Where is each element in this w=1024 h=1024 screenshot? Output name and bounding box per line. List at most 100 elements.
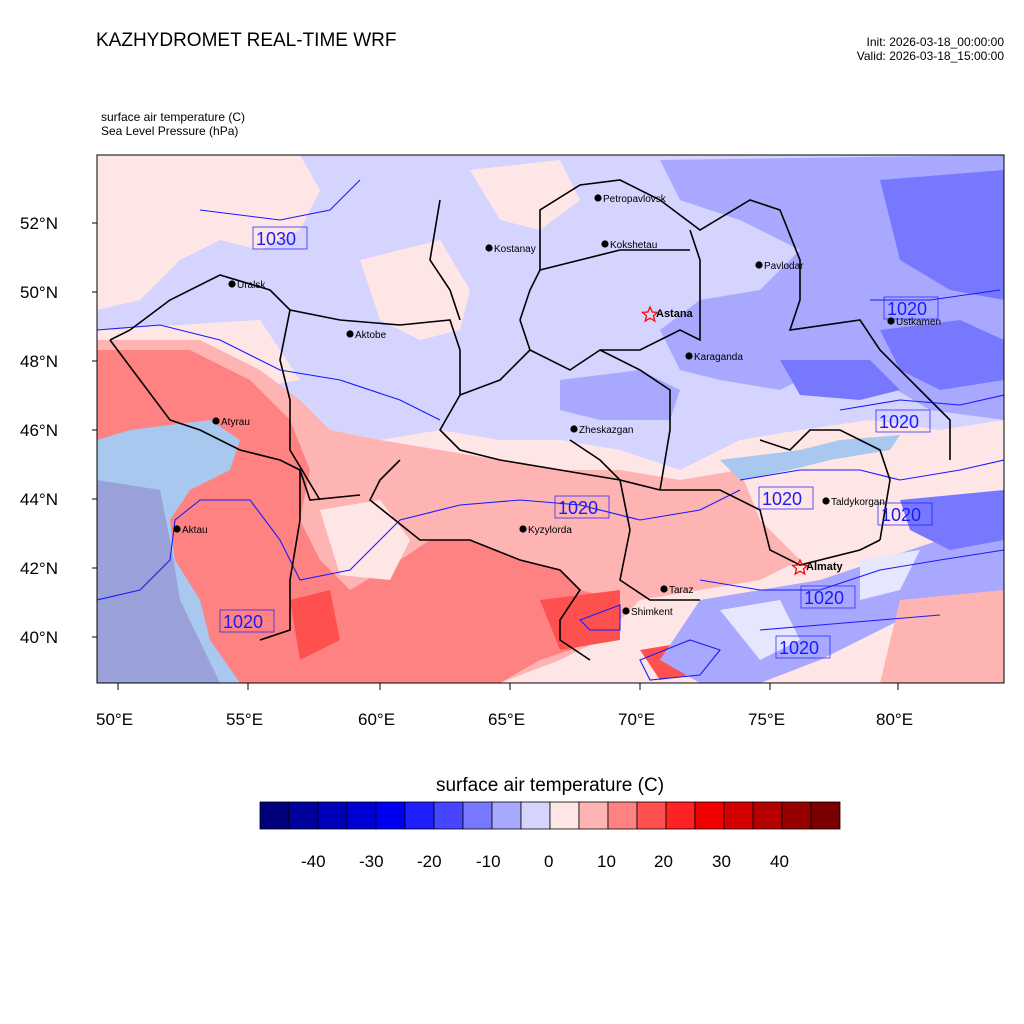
colorbar-title: surface air temperature (C) <box>435 775 665 796</box>
city-label: Aktau <box>182 525 208 536</box>
capital-marker: Almaty <box>790 558 844 576</box>
colorbar-swatch <box>665 801 696 830</box>
city-marker: Kostanay <box>485 244 536 255</box>
isobars <box>97 179 1004 681</box>
isobar-label: 1020 <box>558 498 598 518</box>
city-marker: Petropavlovsk <box>594 194 667 205</box>
lat-label: 44°N <box>20 490 58 509</box>
colorbar-swatch <box>259 801 290 830</box>
colorbar-swatch <box>491 801 522 830</box>
city-label: Petropavlovsk <box>603 194 667 205</box>
city-label: Atyrau <box>221 417 250 428</box>
colorbar-swatch <box>578 801 609 830</box>
field-label-temperature: surface air temperature (C) <box>101 110 246 124</box>
colorbar-swatch <box>404 801 435 830</box>
colorbar-swatches <box>259 801 841 830</box>
isobar-label: 1020 <box>762 489 802 509</box>
lon-label: 60°E <box>358 710 395 729</box>
colorbar-swatch <box>346 801 377 830</box>
latitude-labels: 52°N 50°N 48°N 46°N 44°N 42°N 40°N <box>20 214 58 647</box>
map-frame <box>92 154 1005 690</box>
city-marker: Pavlodar <box>755 261 804 272</box>
time-info: Init: 2026-03-18_00:00:00 Valid: 2026-03… <box>857 35 1004 63</box>
city-label: Taraz <box>669 585 693 596</box>
colorbar-tick: 10 <box>597 852 616 871</box>
colorbar-swatch <box>433 801 464 830</box>
colorbar-tick: 20 <box>654 852 673 871</box>
cities: Petropavlovsk Kostanay Kokshetau Uralsk … <box>173 194 941 618</box>
field-label-pressure: Sea Level Pressure (hPa) <box>101 124 239 138</box>
city-label: Kokshetau <box>610 240 657 251</box>
isobar-label: 1020 <box>779 638 819 658</box>
init-time: Init: 2026-03-18_00:00:00 <box>866 35 1004 49</box>
city-label: Astana <box>656 308 694 320</box>
colorbar-swatch <box>288 801 319 830</box>
colorbar-swatch <box>723 801 754 830</box>
colorbar-tick: 30 <box>712 852 731 871</box>
lat-label: 46°N <box>20 421 58 440</box>
city-label: Aktobe <box>355 330 387 341</box>
city-marker: Shimkent <box>622 607 673 618</box>
city-label: Pavlodar <box>764 261 804 272</box>
colorbar: -40 -30 -20 -10 0 10 20 30 40 <box>259 801 841 871</box>
city-label: Uralsk <box>237 280 266 291</box>
colorbar-tick: 0 <box>544 852 553 871</box>
city-label: Ustkamen <box>896 317 941 328</box>
lon-label: 80°E <box>876 710 913 729</box>
lat-label: 40°N <box>20 628 58 647</box>
city-label: Shimkent <box>631 607 673 618</box>
city-label: Taldykorgan <box>831 497 885 508</box>
city-marker: Aktobe <box>346 330 387 341</box>
isobar-labels: 1030 1020 1020 1020 1020 1020 1020 1020 … <box>219 226 939 659</box>
colorbar-tick: -10 <box>476 852 501 871</box>
city-marker: Zheskazgan <box>570 425 633 436</box>
city-marker: Taldykorgan <box>822 497 885 508</box>
isobar-label: 1030 <box>256 229 296 249</box>
colorbar-swatch <box>694 801 725 830</box>
isobar-label: 1020 <box>879 412 919 432</box>
longitude-labels: 50°E 55°E 60°E 65°E 70°E 75°E 80°E <box>96 710 913 729</box>
city-marker: Aktau <box>173 525 208 536</box>
city-label: Karaganda <box>694 352 743 363</box>
colorbar-swatch <box>636 801 667 830</box>
isobar-label: 1020 <box>804 588 844 608</box>
lon-label: 55°E <box>226 710 263 729</box>
colorbar-swatch <box>317 801 348 830</box>
colorbar-tick: 40 <box>770 852 789 871</box>
capital-marker: Astana <box>640 305 694 323</box>
colorbar-swatch <box>462 801 493 830</box>
colorbar-swatch <box>375 801 406 830</box>
colorbar-swatch <box>781 801 812 830</box>
city-marker: Karaganda <box>685 352 743 363</box>
lon-label: 75°E <box>748 710 785 729</box>
city-label: Zheskazgan <box>579 425 633 436</box>
colorbar-swatch <box>520 801 551 830</box>
isobar-label: 1020 <box>881 505 921 525</box>
colorbar-tick: -40 <box>301 852 326 871</box>
lat-label: 42°N <box>20 559 58 578</box>
city-label: Kyzylorda <box>528 525 572 536</box>
lat-label: 52°N <box>20 214 58 233</box>
city-marker: Ustkamen <box>887 317 941 328</box>
lat-label: 50°N <box>20 283 58 302</box>
lon-label: 65°E <box>488 710 525 729</box>
city-label: Kostanay <box>494 244 536 255</box>
colorbar-swatch <box>810 801 841 830</box>
colorbar-swatch <box>549 801 580 830</box>
lat-label: 48°N <box>20 352 58 371</box>
city-marker: Kyzylorda <box>519 525 572 536</box>
city-marker: Uralsk <box>228 280 266 291</box>
valid-time: Valid: 2026-03-18_15:00:00 <box>856 49 1004 63</box>
lon-label: 70°E <box>618 710 655 729</box>
city-marker: Taraz <box>660 585 693 596</box>
region-borders <box>109 179 951 661</box>
lon-label: 50°E <box>96 710 133 729</box>
city-marker: Kokshetau <box>601 240 657 251</box>
colorbar-tick: -20 <box>417 852 442 871</box>
map-title: KAZHYDROMET REAL-TIME WRF <box>96 30 397 51</box>
isobar-label: 1020 <box>223 612 263 632</box>
colorbar-swatch <box>752 801 783 830</box>
city-label: Almaty <box>806 561 844 573</box>
city-marker: Atyrau <box>212 417 250 428</box>
